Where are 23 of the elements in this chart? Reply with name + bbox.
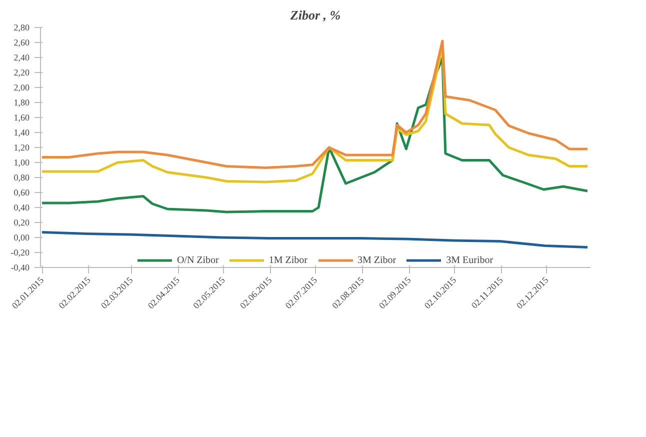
y-tick-label: 0,20 bbox=[14, 218, 30, 228]
legend-label: O/N Zibor bbox=[176, 254, 219, 266]
y-tick-label: 0,60 bbox=[14, 188, 30, 198]
y-tick-label: 1,80 bbox=[14, 98, 30, 108]
y-tick-label: 2,20 bbox=[14, 68, 30, 78]
y-tick-label: -0,20 bbox=[10, 248, 30, 258]
y-tick-label: 0,80 bbox=[14, 172, 30, 182]
y-tick-label: 0,40 bbox=[14, 202, 30, 212]
line-series bbox=[40, 231, 589, 248]
y-tick-label: 1,20 bbox=[14, 142, 30, 152]
y-tick-label: 2,80 bbox=[14, 22, 30, 32]
y-tick-label: 2,00 bbox=[14, 82, 30, 92]
chart-title: Zibor , % bbox=[289, 8, 341, 22]
y-tick-label: 1,00 bbox=[14, 158, 30, 168]
y-tick-label: 1,60 bbox=[14, 112, 30, 122]
y-tick-label: 2,40 bbox=[14, 52, 30, 62]
legend-label: 3M Euribor bbox=[446, 254, 494, 266]
y-tick-label: 0,00 bbox=[14, 232, 30, 242]
legend-label: 1M Zibor bbox=[268, 254, 308, 266]
legend-label: 3M Zibor bbox=[358, 254, 396, 266]
y-tick-label: -0,40 bbox=[10, 262, 30, 272]
y-tick-label: 2,60 bbox=[14, 38, 30, 48]
y-tick-label: 1,40 bbox=[14, 128, 30, 138]
